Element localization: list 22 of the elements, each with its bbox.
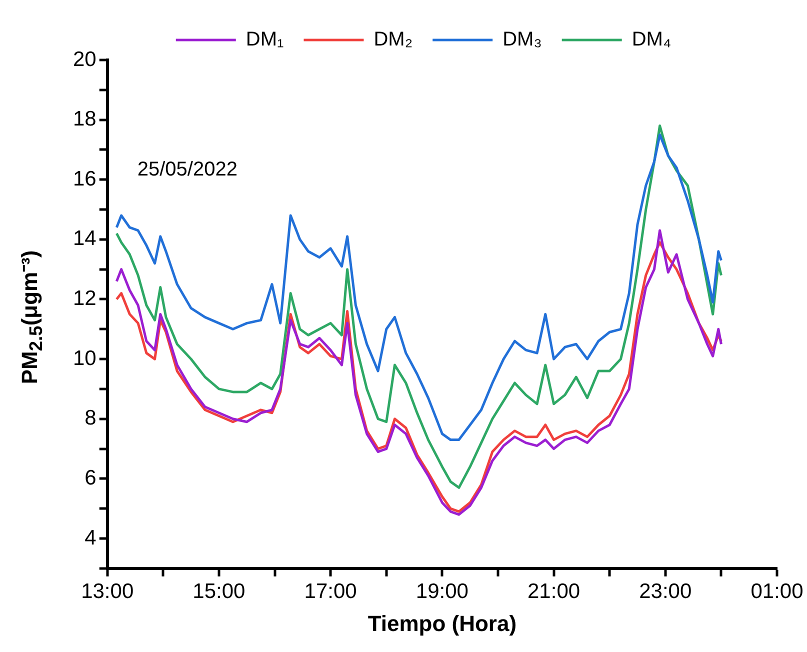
legend-label: DM₃ [502, 28, 542, 51]
legend-label: DM₁ [246, 28, 284, 51]
x-tick-label: 23:00 [639, 580, 692, 603]
x-tick-label: 13:00 [81, 580, 134, 603]
x-tick-label: 17:00 [304, 580, 357, 603]
legend-label: DM₂ [374, 28, 413, 51]
y-tick-label: 6 [84, 466, 96, 490]
x-tick-label: 19:00 [416, 580, 468, 603]
y-tick-label: 10 [73, 346, 96, 370]
y-tick-label: 8 [84, 406, 96, 430]
y-tick-label: 16 [73, 167, 96, 190]
y-tick-label: 20 [73, 48, 96, 71]
x-tick-label: 15:00 [192, 580, 246, 603]
annotation: 25/05/2022 [137, 158, 238, 181]
legend-label: DM₄ [632, 28, 672, 51]
x-axis-title: Tiempo (Hora) [368, 610, 517, 636]
y-tick-label: 18 [73, 108, 96, 131]
y-tick-label: 14 [73, 227, 97, 250]
x-tick-label: 21:00 [528, 580, 580, 603]
y-tick-label: 4 [84, 526, 97, 550]
y-tick-label: 12 [73, 287, 96, 310]
x-tick-label: 01:00 [750, 580, 804, 603]
